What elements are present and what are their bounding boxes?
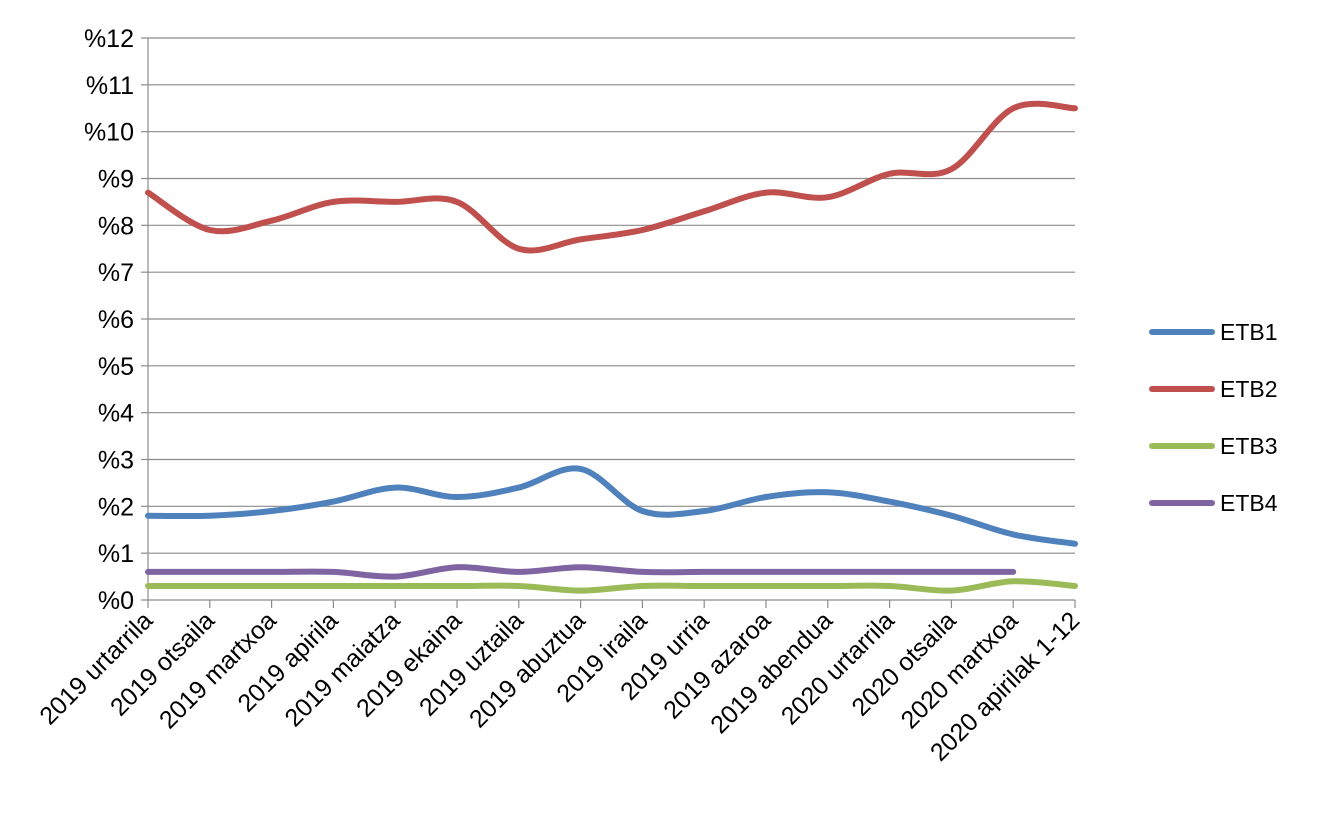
y-tick-label: %2: [98, 493, 134, 521]
y-tick-label: %3: [98, 447, 134, 475]
y-tick-label: %4: [98, 400, 134, 428]
y-tick-label: %8: [98, 212, 134, 240]
legend-label-etb4: ETB4: [1220, 490, 1278, 516]
legend-label-etb2: ETB2: [1220, 376, 1278, 402]
y-tick-label: %11: [86, 72, 134, 100]
y-tick-label: %12: [84, 25, 134, 53]
legend: ETB1 ETB2 ETB3 ETB4: [1149, 319, 1278, 516]
y-tick-label: %10: [84, 119, 134, 147]
y-tick-label: %7: [98, 259, 134, 287]
y-tick-label: %5: [98, 353, 134, 381]
grid: [141, 37, 1076, 608]
y-tick-label: %0: [98, 587, 134, 615]
series-line-etb1: [145, 465, 1078, 547]
legend-label-etb1: ETB1: [1220, 319, 1278, 345]
series-line-etb2: [145, 100, 1078, 254]
y-tick-label: %6: [98, 306, 134, 334]
y-tick-label: %9: [98, 166, 134, 194]
series-line-etb3: [145, 578, 1078, 594]
y-axis-tick-labels: %0 %1 %2 %3 %4 %5 %6 %7 %8 %9 %10 %11 %12: [84, 25, 134, 615]
legend-label-etb3: ETB3: [1220, 433, 1278, 459]
series-line-etb4: [145, 564, 1017, 580]
y-tick-label: %1: [98, 540, 134, 568]
series-lines: [145, 100, 1078, 594]
